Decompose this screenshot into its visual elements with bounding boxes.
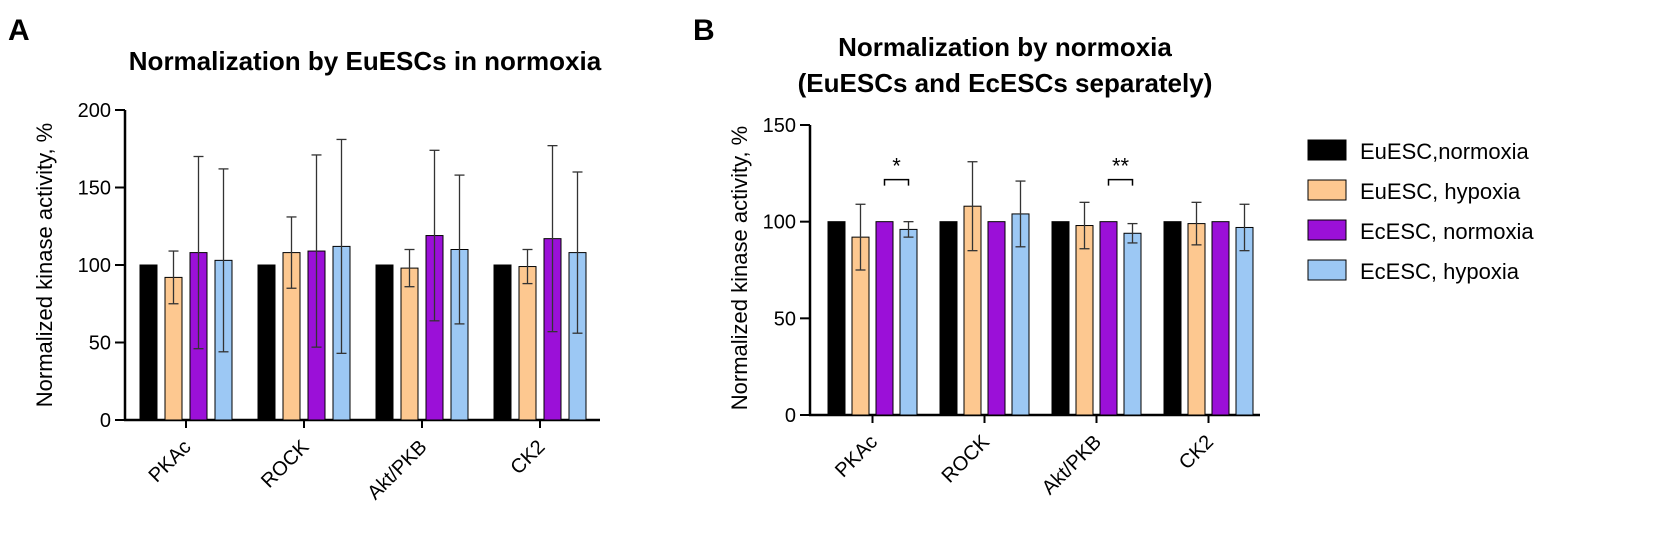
bar-aktpkb-series-0 bbox=[375, 264, 394, 421]
x-tick-label: PKAc bbox=[145, 436, 196, 487]
bar-aktpkb-series-1 bbox=[1075, 225, 1094, 416]
legend-swatch bbox=[1307, 259, 1347, 281]
legend-swatch bbox=[1307, 139, 1347, 161]
legend-item-eueschnormoxia: EuESC,normoxia bbox=[1307, 139, 1530, 164]
legend-label: EuESC, hypoxia bbox=[1360, 179, 1521, 204]
legend-item-ecesc-normoxia: EcESC, normoxia bbox=[1307, 219, 1534, 244]
panel-letter-b: B bbox=[693, 14, 715, 47]
bar-ck2-series-1 bbox=[1187, 223, 1206, 416]
x-tick-label: CK2 bbox=[1175, 431, 1218, 474]
panel-a-y-axis-label: Normalized kinase activity, % bbox=[32, 123, 57, 407]
bar-ck2-series-0 bbox=[493, 264, 512, 421]
bar-ck2-series-2 bbox=[1211, 221, 1230, 416]
y-tick-label: 200 bbox=[78, 100, 111, 122]
significance-label: ** bbox=[1112, 154, 1130, 179]
y-tick-label: 0 bbox=[785, 405, 796, 427]
panel-a-title: Normalization by EuESCs in normoxia bbox=[129, 46, 602, 76]
x-tick-label: Akt/PKB bbox=[363, 436, 431, 504]
panel-b-y-axis-label: Normalized kinase activity, % bbox=[727, 126, 752, 410]
panel-letter-a: A bbox=[8, 14, 30, 47]
significance-bracket bbox=[883, 178, 910, 186]
y-tick-label: 150 bbox=[78, 178, 111, 200]
significance-bracket bbox=[1107, 178, 1134, 186]
bar-rock-series-0 bbox=[939, 221, 958, 416]
significance-label: * bbox=[892, 154, 901, 179]
legend-label: EuESC,normoxia bbox=[1360, 139, 1530, 164]
y-tick-label: 100 bbox=[78, 255, 111, 277]
bar-aktpkb-series-3 bbox=[1123, 232, 1142, 416]
panel-a: A Normalization by EuESCs in normoxia No… bbox=[8, 14, 602, 504]
x-tick-label: Akt/PKB bbox=[1038, 431, 1106, 499]
legend-label: EcESC, hypoxia bbox=[1360, 259, 1520, 284]
y-tick-label: 0 bbox=[100, 410, 111, 432]
x-tick-label: ROCK bbox=[257, 436, 314, 493]
legend-swatch bbox=[1307, 219, 1347, 241]
bar-pkac-series-0 bbox=[827, 221, 846, 416]
bar-aktpkb-series-0 bbox=[1051, 221, 1070, 416]
y-tick-label: 150 bbox=[763, 115, 796, 137]
legend-item-ecesc-hypoxia: EcESC, hypoxia bbox=[1307, 259, 1520, 284]
panel-b: B Normalization by normoxia (EuESCs and … bbox=[693, 14, 1260, 499]
bar-ck2-series-3 bbox=[1235, 226, 1254, 416]
legend: EuESC,normoxia EuESC, hypoxia EcESC, nor… bbox=[1307, 139, 1534, 284]
bar-pkac-series-0 bbox=[139, 264, 158, 421]
legend-item-euesc-hypoxia: EuESC, hypoxia bbox=[1307, 179, 1521, 204]
x-tick-label: ROCK bbox=[938, 431, 995, 488]
y-tick-label: 100 bbox=[763, 212, 796, 234]
bar-aktpkb-series-1 bbox=[400, 267, 419, 421]
y-tick-label: 50 bbox=[774, 308, 796, 330]
bar-ck2-series-0 bbox=[1163, 221, 1182, 416]
bar-pkac-series-3 bbox=[899, 228, 918, 416]
bar-rock-series-0 bbox=[257, 264, 276, 421]
x-tick-label: PKAc bbox=[831, 431, 882, 482]
panel-a-plot-area: 0 50 100 150 200 PKAc ROCK Akt/PKB CK2 bbox=[78, 100, 600, 504]
bar-rock-series-2 bbox=[987, 221, 1006, 416]
legend-label: EcESC, normoxia bbox=[1360, 219, 1534, 244]
bar-ck2-series-1 bbox=[518, 266, 537, 421]
panel-b-subtitle: (EuESCs and EcESCs separately) bbox=[798, 68, 1213, 98]
panel-b-plot-area: 0 50 100 150 PKAc * ROCK Akt/PKB ** CK2 bbox=[763, 115, 1260, 499]
y-tick-label: 50 bbox=[89, 333, 111, 355]
bar-aktpkb-series-2 bbox=[1099, 221, 1118, 416]
bar-pkac-series-2 bbox=[875, 221, 894, 416]
x-tick-label: CK2 bbox=[506, 436, 549, 479]
legend-swatch bbox=[1307, 179, 1347, 201]
panel-b-title: Normalization by normoxia bbox=[838, 32, 1172, 62]
